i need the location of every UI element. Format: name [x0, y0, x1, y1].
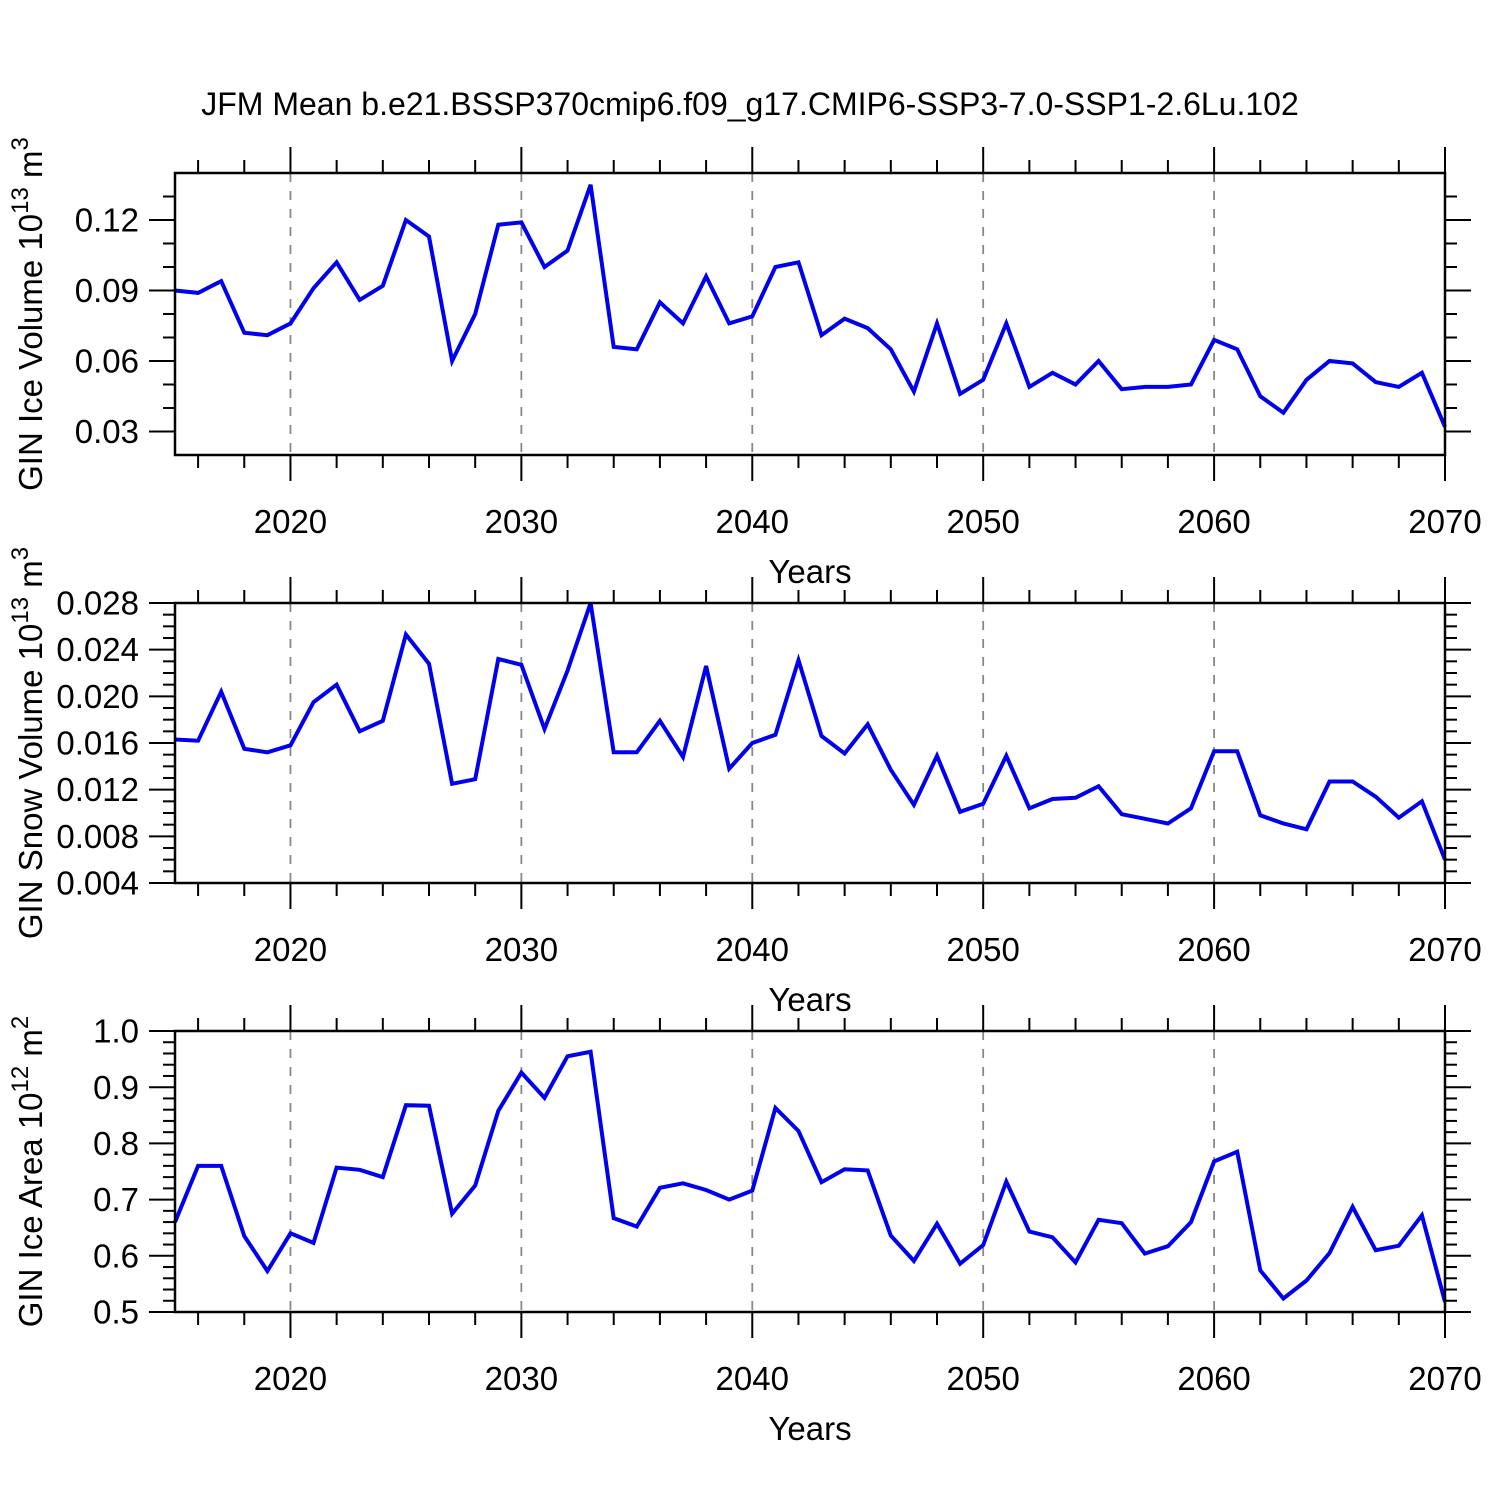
y-tick-label: 0.012	[56, 771, 139, 808]
x-tick-label: 2030	[485, 503, 558, 540]
x-tick-label: 2040	[716, 931, 789, 968]
y-tick-label: 0.7	[93, 1181, 139, 1218]
data-line-gin-ice-area	[173, 1049, 1447, 1303]
x-axis-title: Years	[768, 1410, 851, 1447]
x-tick-label: 2020	[254, 1360, 327, 1397]
x-tick-label: 2040	[716, 1360, 789, 1397]
axis-ticks	[149, 1005, 1471, 1338]
x-tick-label: 2070	[1408, 503, 1481, 540]
y-tick-label: 0.004	[56, 865, 139, 902]
axis-ticks	[149, 577, 1471, 909]
y-tick-label: 0.016	[56, 725, 139, 762]
axis-ticks	[149, 147, 1471, 481]
panel-gin-ice-area: 0.5 0.6 0.7 0.8 0.9 1.0 2020 2030 2040 2050 2060 20…	[7, 1005, 1482, 1447]
y-tick-label: 0.008	[56, 818, 139, 855]
panel-gin-ice-volume: 0.03 0.06 0.09 0.12 2020 2030 2040 2050 2060 2070…	[7, 137, 1482, 590]
x-tick-label: 2020	[254, 931, 327, 968]
x-tick-label: 2050	[946, 931, 1019, 968]
data-line-gin-snow-volume	[174, 602, 1447, 861]
x-axis-title: Years	[768, 981, 851, 1018]
x-tick-label: 2070	[1408, 931, 1481, 968]
x-tick-label: 2050	[946, 503, 1019, 540]
chart-title: JFM Mean b.e21.BSSP370cmip6.f09_g17.CMIP…	[201, 86, 1299, 122]
y-tick-label: 0.5	[93, 1294, 139, 1331]
y-tick-label: 0.6	[93, 1237, 139, 1274]
x-tick-label: 2040	[716, 503, 789, 540]
y-tick-label: 0.03	[75, 413, 139, 450]
y-tick-label: 0.06	[75, 343, 139, 380]
y-tick-label: 0.12	[75, 202, 139, 239]
x-tick-label: 2020	[254, 503, 327, 540]
x-tick-label: 2060	[1177, 503, 1250, 540]
data-line-gin-ice-volume	[174, 184, 1447, 428]
plot-frame	[173, 1029, 1447, 1314]
x-tick-label: 2070	[1408, 1360, 1481, 1397]
panel-gin-snow-volume: 0.004 0.008 0.012 0.016 0.020 0.024 0.028 2020 2…	[7, 547, 1482, 1018]
y-axis-title: GIN Ice Area 1012 m2	[7, 1016, 49, 1328]
y-axis-title: GIN Ice Volume 1013 m3	[7, 137, 49, 491]
y-axis-title: GIN Snow Volume 1013 m3	[7, 547, 49, 939]
plot-frame	[173, 171, 1447, 457]
y-tick-label: 0.028	[56, 585, 139, 622]
x-tick-label: 2050	[946, 1360, 1019, 1397]
y-tick-label: 0.09	[75, 272, 139, 309]
x-tick-label: 2060	[1177, 1360, 1250, 1397]
x-tick-label: 2030	[485, 931, 558, 968]
plot-frame	[173, 601, 1447, 885]
x-tick-label: 2060	[1177, 931, 1250, 968]
y-tick-label: 0.9	[93, 1069, 139, 1106]
y-tick-label: 0.8	[93, 1125, 139, 1162]
x-tick-label: 2030	[485, 1360, 558, 1397]
y-tick-label: 0.020	[56, 678, 139, 715]
x-axis-title: Years	[768, 553, 851, 590]
y-tick-label: 0.024	[56, 631, 139, 668]
y-tick-label: 1.0	[93, 1013, 139, 1050]
